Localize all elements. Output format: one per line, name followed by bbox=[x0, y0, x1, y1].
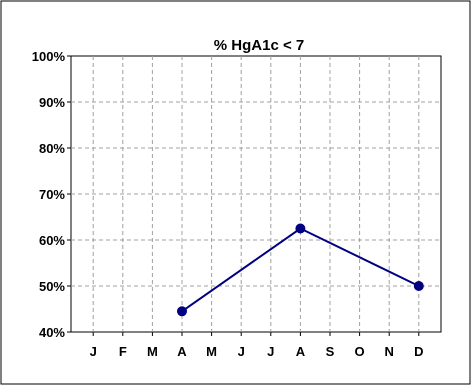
x-tick-label: M bbox=[147, 344, 158, 359]
x-tick-label: N bbox=[385, 344, 394, 359]
x-tick-label: J bbox=[238, 344, 245, 359]
data-series bbox=[177, 223, 424, 317]
y-tick-label: 80% bbox=[39, 141, 65, 156]
x-tick-label: A bbox=[177, 344, 187, 359]
y-tick-label: 50% bbox=[39, 279, 65, 294]
data-point bbox=[413, 281, 424, 291]
chart-title: % HgA1c < 7 bbox=[214, 37, 304, 54]
gridlines bbox=[71, 56, 441, 332]
data-point bbox=[177, 306, 187, 317]
y-tick-label: 90% bbox=[39, 95, 65, 110]
x-tick-label: J bbox=[267, 344, 274, 359]
x-tick-label: F bbox=[119, 344, 127, 359]
y-tick-label: 60% bbox=[39, 233, 65, 248]
x-tick-label: J bbox=[90, 344, 97, 359]
x-tick-label: A bbox=[296, 344, 306, 359]
y-tick-label: 40% bbox=[39, 325, 65, 340]
y-axis: 40% 50% 60% 70% 80% 90% 100% bbox=[32, 49, 71, 340]
y-tick-label: 70% bbox=[39, 187, 65, 202]
x-tick-label: M bbox=[206, 344, 217, 359]
data-point bbox=[295, 223, 306, 234]
y-tick-label: 100% bbox=[32, 49, 66, 64]
x-tick-label: S bbox=[326, 344, 335, 359]
x-tick-label: D bbox=[414, 344, 423, 359]
x-tick-label: O bbox=[355, 344, 365, 359]
